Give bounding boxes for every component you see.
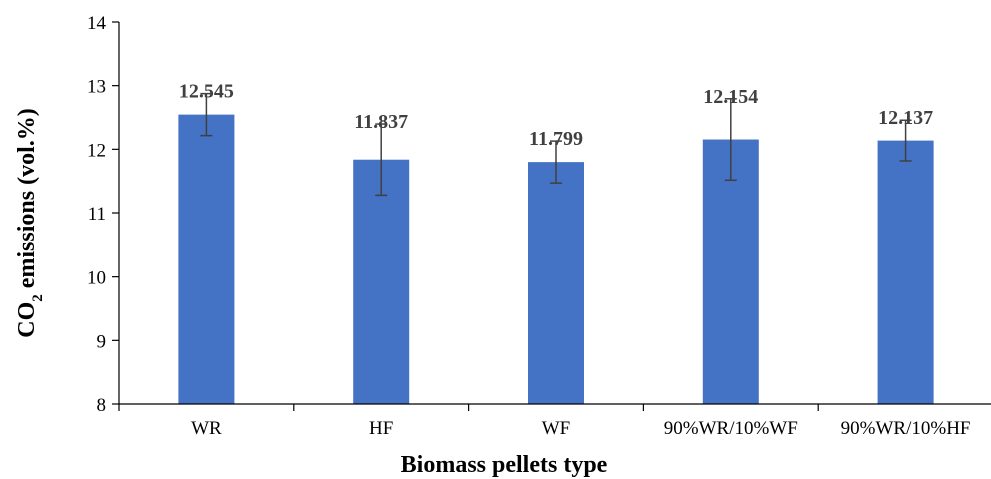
error-bars-layer (200, 92, 912, 197)
bar (702, 139, 759, 404)
y-tick-label: 8 (97, 395, 107, 416)
y-tick-label: 10 (87, 268, 106, 289)
y-ticks: 8 9 10 11 12 13 14 (87, 13, 119, 416)
y-tick-label: 13 (87, 77, 106, 98)
data-label: 11.799 (529, 128, 583, 150)
data-labels: 12.545 11.837 11.799 12.154 12.137 (179, 81, 933, 150)
x-tick-label: WF (542, 418, 571, 439)
y-axis-title-pre: CO (14, 302, 40, 338)
data-label: 11.837 (354, 111, 408, 133)
x-ticks: WR HF WF 90%WR/10%WF 90%WR/10%HF (118, 404, 971, 439)
x-axis-title: Biomass pellets type (401, 452, 608, 478)
x-tick-label: HF (369, 418, 393, 439)
y-tick-label: 9 (97, 331, 107, 352)
bar (877, 140, 934, 404)
data-label: 12.137 (878, 107, 933, 129)
bar (528, 162, 584, 404)
y-axis-title-post: emissions (vol.%) (14, 108, 40, 294)
bar (178, 114, 235, 404)
bars-layer (178, 114, 934, 404)
bar (353, 159, 410, 404)
data-label: 12.154 (703, 86, 758, 108)
y-axis-title-sub: 2 (30, 294, 46, 302)
y-axis-title: CO2 emissions (vol.%) (14, 108, 46, 338)
y-tick-label: 11 (88, 204, 106, 225)
y-tick-label: 12 (87, 140, 106, 161)
y-tick-label: 14 (87, 13, 107, 34)
x-tick-label: 90%WR/10%HF (841, 418, 971, 439)
x-tick-label: WR (191, 418, 222, 439)
data-label: 12.545 (179, 81, 234, 103)
x-tick-label: 90%WR/10%WF (664, 418, 798, 439)
